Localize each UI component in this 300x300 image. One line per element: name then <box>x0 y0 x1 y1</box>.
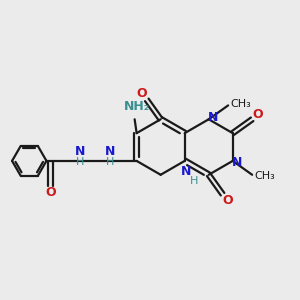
Text: O: O <box>253 108 263 121</box>
Text: N: N <box>181 165 191 178</box>
Text: N: N <box>105 146 115 158</box>
Text: N: N <box>232 156 242 170</box>
Text: O: O <box>136 87 147 101</box>
Text: N: N <box>208 111 218 124</box>
Text: O: O <box>222 194 233 207</box>
Text: NH₂: NH₂ <box>124 100 150 113</box>
Text: O: O <box>45 186 56 199</box>
Text: H: H <box>76 157 84 167</box>
Text: H: H <box>189 176 198 186</box>
Text: H: H <box>106 157 114 167</box>
Text: CH₃: CH₃ <box>255 171 275 181</box>
Text: N: N <box>75 146 85 158</box>
Text: CH₃: CH₃ <box>231 99 251 110</box>
